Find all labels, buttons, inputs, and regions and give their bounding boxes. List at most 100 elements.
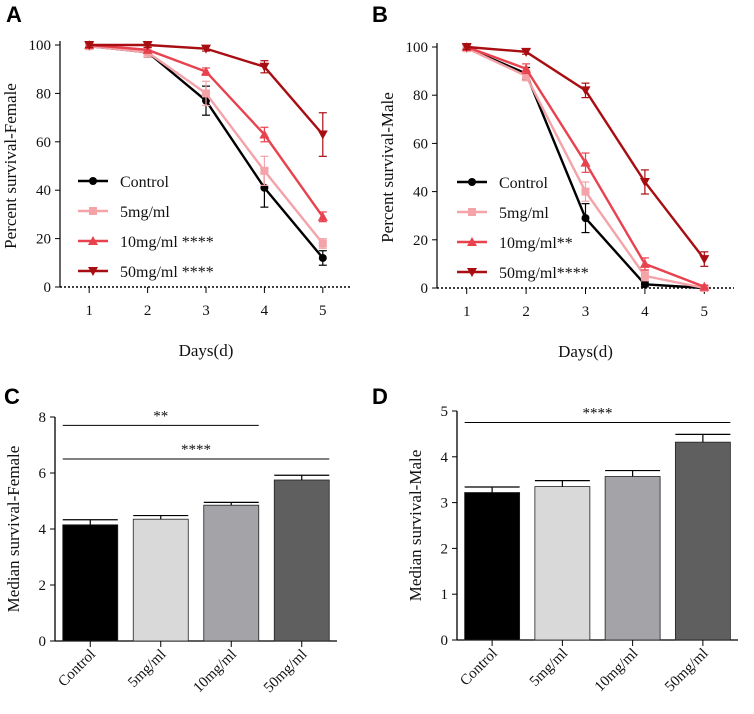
bar	[534, 486, 591, 641]
x-axis-title: Days(d)	[179, 341, 234, 360]
y-tick-label: 100	[29, 38, 52, 54]
data-point	[84, 41, 95, 50]
data-point	[580, 86, 591, 96]
x-tick-label: 2	[522, 304, 530, 320]
y-axis-title: Percent survival-Female	[1, 83, 20, 249]
y-tick-label: 1	[441, 587, 449, 603]
x-tick-label: 10mg/ml	[592, 646, 642, 696]
series-line	[89, 45, 324, 259]
data-point	[259, 62, 270, 72]
data-point	[317, 211, 328, 221]
y-tick-label: 80	[36, 86, 51, 102]
data-point	[461, 43, 472, 52]
x-tick-label: 50mg/ml	[261, 647, 311, 697]
data-point	[639, 177, 650, 187]
panel-d-label: D	[372, 384, 388, 409]
bar	[62, 524, 119, 642]
x-tick-label: 2	[144, 303, 152, 319]
x-tick-label: 4	[261, 303, 269, 319]
legend-label: 10mg/ml**	[499, 235, 573, 252]
legend-marker	[89, 177, 97, 185]
panel-b-label: B	[372, 2, 388, 27]
legend-marker	[468, 208, 476, 216]
data-point	[521, 47, 532, 57]
data-point	[639, 258, 650, 268]
data-point	[522, 71, 531, 80]
y-axis-title: Median survival-Male	[406, 450, 425, 602]
data-point	[521, 63, 532, 73]
y-tick-label: 100	[406, 40, 429, 56]
x-tick-label: 1	[85, 303, 93, 319]
data-point	[581, 214, 590, 223]
y-tick-label: 3	[441, 496, 449, 512]
data-point	[201, 66, 211, 76]
y-tick-label: 0	[441, 633, 449, 649]
legend-marker	[467, 268, 477, 277]
significance-label: **	[153, 408, 168, 424]
significance-label: ****	[583, 405, 613, 421]
data-point	[699, 281, 710, 291]
x-tick-label: 5	[319, 303, 327, 319]
y-tick-label: 80	[413, 88, 428, 104]
y-tick-label: 0	[39, 634, 47, 650]
panel-b: B 0 20 40 60 80 100 1 2 3 4 5 Percent survival-Male…	[372, 2, 734, 361]
y-tick-label: 20	[36, 232, 51, 248]
legend-marker	[88, 236, 98, 245]
legend-label: Control	[499, 175, 548, 192]
x-axis-title: Days(d)	[558, 342, 613, 361]
y-tick-label: 60	[36, 135, 51, 151]
y-tick-label: 8	[39, 410, 47, 426]
y-tick-label: 2	[39, 578, 47, 594]
data-point	[318, 253, 327, 262]
bar	[674, 441, 731, 641]
panel-c: C 0 2 4 6 8 Median survival-Female Control 5mg/…	[4, 384, 337, 696]
x-tick-label: 50mg/ml	[662, 646, 712, 696]
legend-marker	[89, 207, 97, 215]
x-tick-label: 1	[463, 304, 471, 320]
x-tick-label: Control	[55, 647, 99, 691]
x-tick-label: Control	[457, 646, 501, 690]
bar	[464, 492, 521, 641]
significance-label: ****	[181, 442, 211, 458]
data-point	[202, 89, 210, 98]
y-tick-label: 0	[44, 280, 52, 296]
data-point	[260, 166, 269, 175]
legend-label: 50mg/ml ****	[120, 264, 214, 281]
x-tick-label: 5mg/ml	[527, 646, 571, 690]
y-tick-label: 0	[421, 281, 429, 297]
y-tick-label: 20	[413, 233, 428, 249]
bar	[203, 504, 260, 642]
panel-c-label: C	[4, 384, 20, 409]
legend-label: 5mg/ml	[499, 205, 549, 222]
legend-label: 10mg/ml ****	[120, 234, 214, 251]
legend-marker	[88, 267, 98, 276]
x-tick-label: 5	[701, 304, 709, 320]
y-tick-label: 2	[441, 541, 449, 557]
data-point	[640, 280, 649, 289]
data-point	[317, 130, 328, 140]
x-tick-label: 4	[641, 304, 649, 320]
y-tick-label: 6	[39, 466, 47, 482]
data-point	[581, 187, 590, 196]
panel-d: D 0 1 2 3 4 5 Median survival-Male Control 5mg/m…	[372, 384, 738, 695]
bar	[273, 479, 330, 642]
legend-marker	[467, 237, 477, 246]
legend-label: Control	[120, 174, 169, 191]
y-tick-label: 4	[39, 522, 47, 538]
panel-a-label: A	[6, 2, 22, 27]
x-tick-label: 3	[582, 304, 590, 320]
data-point	[318, 239, 327, 248]
y-axis-title: Median survival-Female	[4, 446, 23, 613]
legend-marker	[468, 178, 476, 186]
bar	[132, 518, 189, 642]
data-point	[259, 129, 270, 139]
y-tick-label: 5	[441, 404, 449, 420]
data-point	[699, 255, 710, 265]
data-point	[640, 271, 649, 280]
bar	[604, 476, 661, 641]
y-tick-label: 60	[413, 136, 428, 152]
y-tick-label: 40	[36, 183, 51, 199]
panel-a: A 0 20 40 60 80 100 1 2 3 4 5 Percent survival-Fema…	[1, 2, 352, 360]
legend-label: 50mg/ml****	[499, 265, 589, 282]
